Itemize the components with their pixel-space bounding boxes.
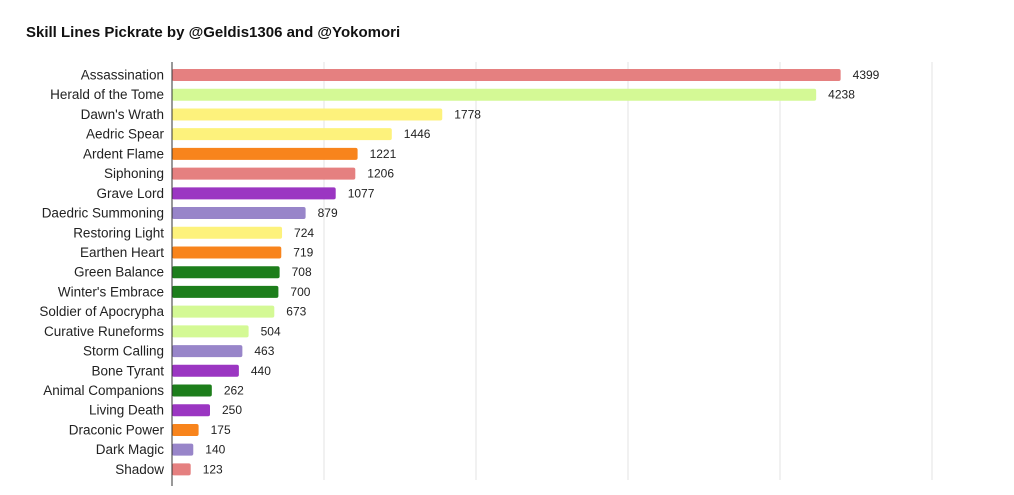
bar bbox=[172, 384, 212, 397]
category-label: Grave Lord bbox=[96, 186, 164, 201]
category-label: Living Death bbox=[89, 403, 164, 418]
data-label: 673 bbox=[286, 305, 306, 319]
data-label: 1077 bbox=[348, 186, 375, 200]
data-label: 504 bbox=[261, 324, 281, 338]
data-label: 700 bbox=[290, 285, 310, 299]
data-label: 1206 bbox=[367, 167, 394, 181]
bar bbox=[172, 364, 239, 377]
data-label: 123 bbox=[203, 462, 223, 476]
category-label: Restoring Light bbox=[73, 225, 164, 240]
bar bbox=[172, 266, 280, 279]
bar bbox=[172, 128, 392, 141]
category-label: Shadow bbox=[115, 462, 164, 477]
data-label: 140 bbox=[205, 443, 225, 457]
category-label: Storm Calling bbox=[83, 344, 164, 359]
category-label: Herald of the Tome bbox=[50, 87, 164, 102]
bar bbox=[172, 463, 191, 476]
category-label: Bone Tyrant bbox=[91, 363, 164, 378]
bar bbox=[172, 285, 279, 298]
bar bbox=[172, 246, 282, 259]
bar bbox=[172, 325, 249, 338]
category-label: Animal Companions bbox=[43, 383, 164, 398]
bar bbox=[172, 187, 336, 200]
data-label: 879 bbox=[318, 206, 338, 220]
data-label: 250 bbox=[222, 403, 242, 417]
bar bbox=[172, 423, 199, 436]
bar bbox=[172, 147, 358, 160]
data-label: 4399 bbox=[853, 68, 880, 82]
bar bbox=[172, 305, 275, 318]
category-label: Earthen Heart bbox=[80, 245, 164, 260]
category-label: Winter's Embrace bbox=[58, 284, 164, 299]
bar bbox=[172, 443, 194, 456]
data-label: 708 bbox=[292, 265, 312, 279]
data-label: 1221 bbox=[370, 147, 397, 161]
bar bbox=[172, 108, 443, 121]
category-label: Dawn's Wrath bbox=[81, 107, 164, 122]
category-label: Siphoning bbox=[104, 166, 164, 181]
bar bbox=[172, 226, 283, 239]
category-label: Green Balance bbox=[74, 265, 164, 280]
bar bbox=[172, 69, 841, 81]
category-label: Soldier of Apocrypha bbox=[39, 304, 164, 319]
category-label: Curative Runeforms bbox=[44, 324, 164, 339]
chart-title: Skill Lines Pickrate by @Geldis1306 and … bbox=[26, 24, 401, 41]
bar bbox=[172, 404, 210, 417]
category-label: Aedric Spear bbox=[86, 127, 165, 142]
data-label: 440 bbox=[251, 364, 271, 378]
category-label: Draconic Power bbox=[69, 422, 165, 437]
data-label: 724 bbox=[294, 226, 314, 240]
bar bbox=[172, 345, 243, 358]
bar bbox=[172, 88, 817, 101]
data-label: 1778 bbox=[454, 107, 481, 121]
category-label: Ardent Flame bbox=[83, 146, 164, 161]
data-label: 463 bbox=[254, 344, 274, 358]
category-label: Assassination bbox=[81, 68, 164, 83]
data-label: 262 bbox=[224, 384, 244, 398]
bar bbox=[172, 167, 356, 180]
category-label: Daedric Summoning bbox=[42, 206, 164, 221]
category-label: Dark Magic bbox=[96, 442, 165, 457]
data-label: 175 bbox=[211, 423, 231, 437]
data-label: 4238 bbox=[828, 88, 855, 102]
bar bbox=[172, 207, 306, 220]
data-label: 1446 bbox=[404, 127, 431, 141]
data-label: 719 bbox=[293, 245, 313, 259]
